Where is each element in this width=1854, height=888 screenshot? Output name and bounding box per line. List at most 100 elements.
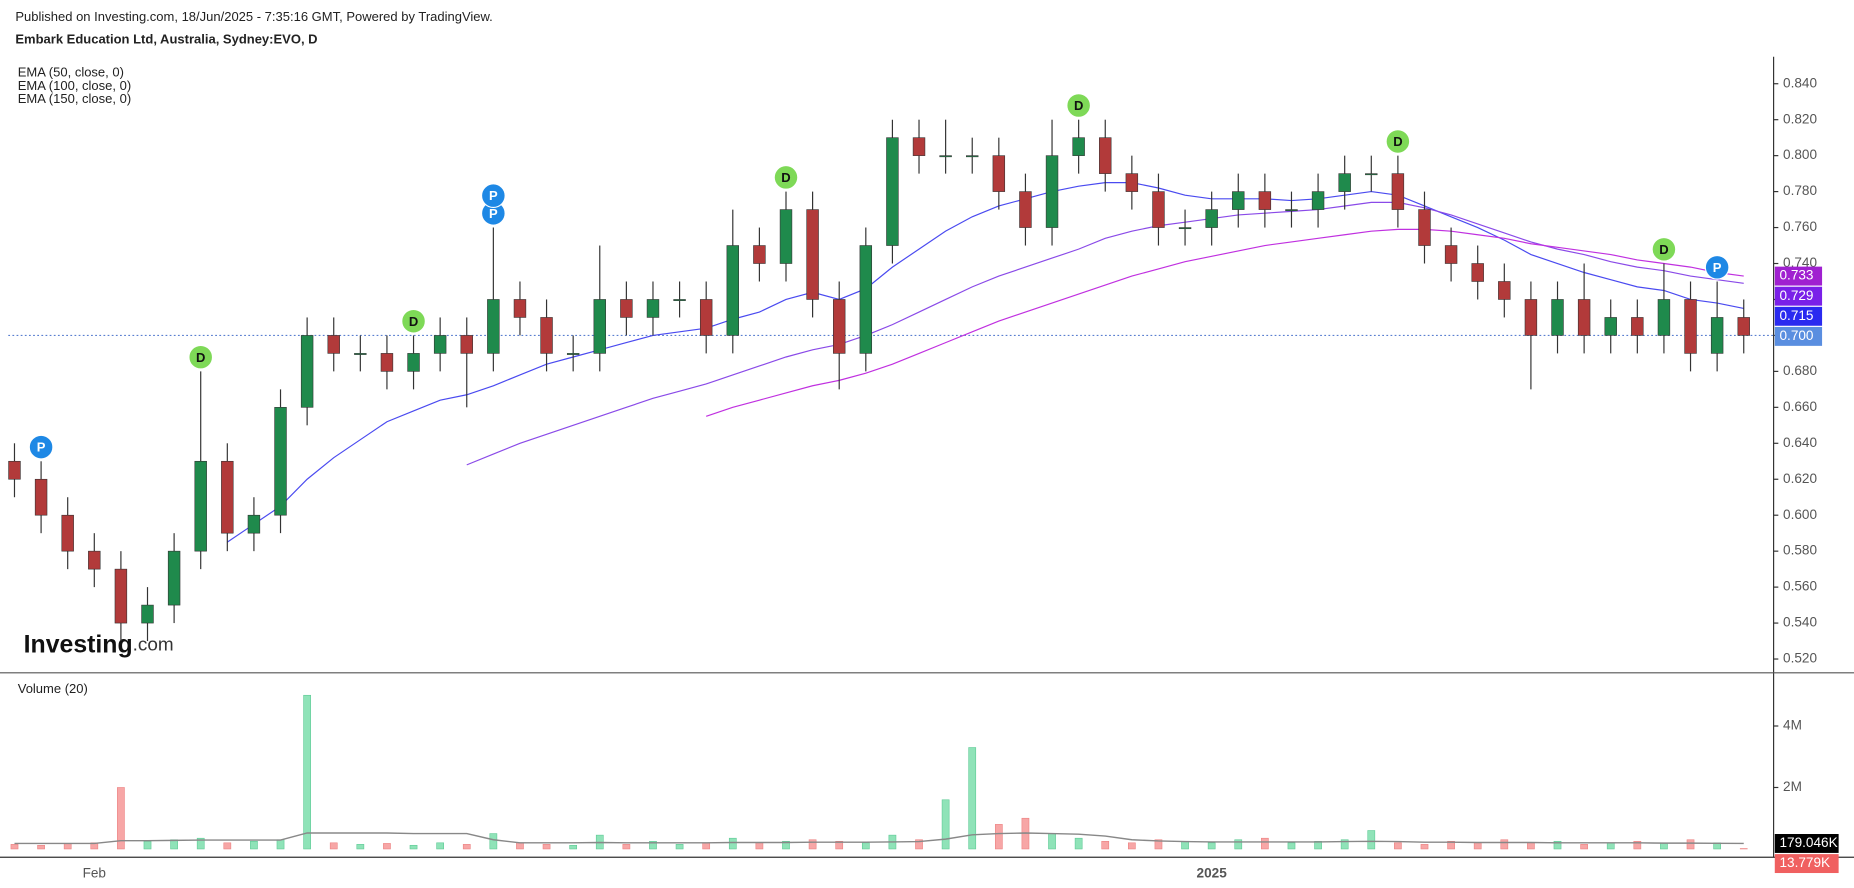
candle-body bbox=[886, 137, 899, 246]
candle-body bbox=[1684, 299, 1697, 354]
candle-body bbox=[1232, 191, 1245, 210]
volume-bar bbox=[1074, 837, 1083, 850]
candle-body bbox=[593, 299, 606, 354]
volume-bar bbox=[808, 839, 817, 850]
y-tick-label: 0.520 bbox=[1783, 651, 1817, 666]
symbol-title: Embark Education Ltd, Australia, Sydney:… bbox=[15, 32, 317, 47]
candle-body bbox=[274, 407, 287, 516]
volume-bar bbox=[1606, 842, 1615, 850]
volume-bar bbox=[462, 844, 471, 850]
candle-body bbox=[912, 137, 926, 156]
candle-body bbox=[939, 155, 952, 158]
event-marker bbox=[1066, 93, 1092, 118]
candle-body bbox=[61, 514, 74, 552]
candle-body bbox=[8, 460, 21, 480]
candle-body bbox=[1205, 209, 1218, 228]
volume-bar bbox=[1553, 840, 1562, 850]
candle-body bbox=[753, 245, 766, 264]
candle-body bbox=[34, 478, 48, 516]
volume-tag-label: 179.046K bbox=[1780, 835, 1838, 850]
volume-bar bbox=[1128, 842, 1136, 850]
volume-bar bbox=[622, 844, 631, 850]
candle-body bbox=[141, 604, 154, 624]
candle-body bbox=[1311, 191, 1325, 210]
volume-tag-label: 13.779K bbox=[1780, 855, 1831, 870]
event-label: D bbox=[196, 350, 205, 365]
volume-bar bbox=[1154, 839, 1163, 850]
volume-bar bbox=[303, 694, 311, 850]
candle-body bbox=[1551, 299, 1564, 336]
volume-bar bbox=[250, 840, 258, 850]
candle-body bbox=[1657, 299, 1671, 336]
volume-bar bbox=[755, 842, 764, 850]
price-tag-label: 0.733 bbox=[1780, 268, 1814, 283]
candle-body bbox=[1099, 137, 1112, 174]
candle-body bbox=[1418, 209, 1431, 246]
candle-body bbox=[566, 353, 580, 355]
candle-body bbox=[433, 335, 447, 354]
volume-bar bbox=[835, 840, 844, 850]
volume-bar bbox=[675, 844, 684, 850]
candle-body bbox=[1524, 299, 1538, 336]
y-tick-label: 0.580 bbox=[1783, 543, 1817, 558]
volume-bar bbox=[170, 839, 178, 850]
candle-body bbox=[1125, 173, 1139, 192]
volume-bar bbox=[782, 840, 790, 850]
y-tick-label: 0.560 bbox=[1783, 579, 1817, 594]
candle-body bbox=[1258, 191, 1272, 210]
candle-body bbox=[699, 299, 713, 336]
volume-bar bbox=[489, 833, 498, 850]
volume-bar bbox=[941, 799, 950, 850]
volume-bar bbox=[1367, 830, 1376, 850]
volume-bar bbox=[356, 844, 365, 850]
candle-body bbox=[194, 460, 207, 552]
y-tick-label: 2M bbox=[1783, 779, 1802, 794]
volume-bar bbox=[1580, 844, 1588, 850]
event-marker bbox=[28, 434, 54, 460]
event-marker bbox=[1651, 236, 1677, 262]
candle-body bbox=[354, 353, 367, 355]
volume-bar bbox=[1686, 839, 1695, 850]
candle-body bbox=[487, 299, 500, 354]
y-tick-label: 0.660 bbox=[1783, 399, 1817, 414]
event-label: D bbox=[781, 170, 790, 185]
volume-bar bbox=[516, 842, 524, 850]
y-tick-label: 0.800 bbox=[1783, 147, 1817, 162]
volume-bar bbox=[1101, 840, 1110, 850]
volume-bar bbox=[1633, 840, 1642, 850]
candle-body bbox=[540, 317, 553, 354]
candle-body bbox=[966, 155, 979, 158]
candle-body bbox=[992, 155, 1006, 192]
published-note: Published on Investing.com, 18/Jun/2025 … bbox=[15, 9, 492, 24]
y-tick-label: 0.540 bbox=[1783, 615, 1817, 630]
volume-tag bbox=[1774, 854, 1839, 874]
volume-bar bbox=[1527, 842, 1535, 850]
event-label: D bbox=[409, 314, 418, 329]
candle-body bbox=[513, 299, 527, 318]
candle-body bbox=[673, 299, 686, 301]
y-tick-label: 0.840 bbox=[1783, 75, 1817, 90]
y-tick-label: 0.740 bbox=[1783, 255, 1817, 270]
event-marker bbox=[188, 344, 214, 370]
price-tag bbox=[1774, 326, 1823, 346]
logo-suffix: .com bbox=[133, 635, 174, 656]
candle-body bbox=[1631, 317, 1644, 336]
candle-body bbox=[380, 353, 394, 372]
volume-bar bbox=[1234, 839, 1243, 850]
volume-bar bbox=[569, 844, 578, 850]
y-tick-label: 0.620 bbox=[1783, 471, 1817, 486]
ema-line bbox=[226, 182, 1744, 543]
event-label: D bbox=[1074, 98, 1083, 113]
event-label: D bbox=[1659, 242, 1668, 257]
candle-body bbox=[1045, 155, 1059, 228]
volume-bar bbox=[117, 787, 125, 850]
candle-body bbox=[1072, 137, 1085, 156]
volume-bar bbox=[1420, 844, 1429, 850]
y-tick-label: 0.600 bbox=[1783, 507, 1817, 522]
candle-body bbox=[1338, 173, 1351, 192]
candle-body bbox=[779, 209, 793, 264]
volume-bar bbox=[728, 837, 737, 850]
ema-line bbox=[466, 201, 1744, 466]
volume-bar bbox=[10, 844, 19, 850]
